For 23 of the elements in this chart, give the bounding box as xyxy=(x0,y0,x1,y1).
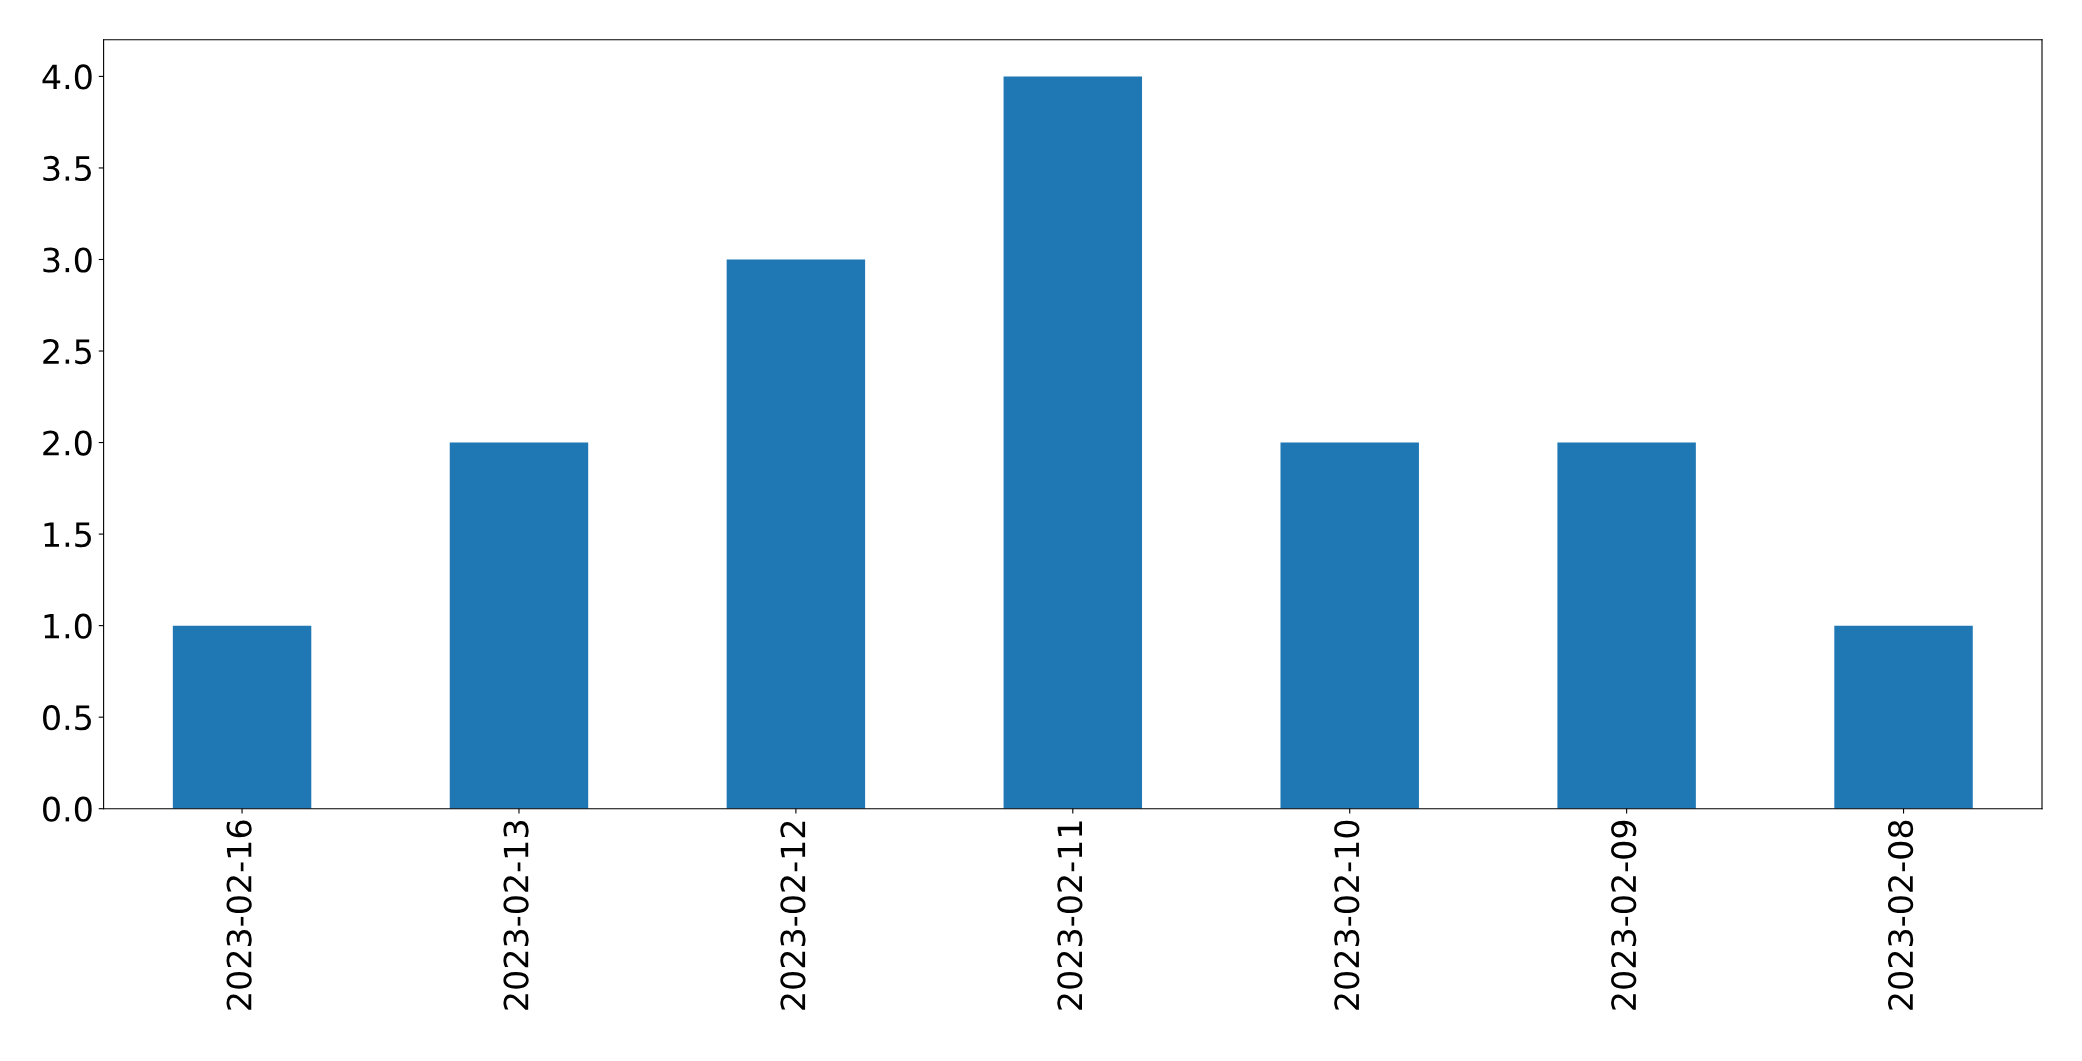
x-tick-label: 2023-02-13 xyxy=(503,821,529,1010)
bar xyxy=(449,442,589,809)
y-tick-label: 1.0 xyxy=(44,613,92,639)
x-tick-label: 2023-02-09 xyxy=(1611,820,1637,1010)
y-tick-label: 3.0 xyxy=(43,247,92,273)
x-tick-label: 2023-02-12 xyxy=(780,821,806,1010)
bar xyxy=(1280,442,1419,809)
x-tick-label: 2023-02-16 xyxy=(226,820,252,1010)
bar xyxy=(1003,76,1143,809)
bar xyxy=(726,259,866,809)
y-tick-label: 0.5 xyxy=(43,705,91,731)
bar xyxy=(1557,442,1696,809)
y-tick-label: 1.5 xyxy=(44,522,91,548)
y-tick-label: 3.5 xyxy=(43,155,91,182)
y-tick-label: 0.0 xyxy=(43,796,92,822)
y-tick-label: 4.0 xyxy=(42,64,92,90)
bar xyxy=(1834,625,1973,809)
y-tick-label: 2.5 xyxy=(43,338,91,365)
y-tick-label: 2.0 xyxy=(43,430,92,456)
x-tick-label: 2023-02-08 xyxy=(1888,820,1914,1010)
x-tick-label: 2023-02-10 xyxy=(1334,820,1360,1010)
bar xyxy=(172,625,312,809)
x-tick-label: 2023-02-11 xyxy=(1057,821,1083,1010)
